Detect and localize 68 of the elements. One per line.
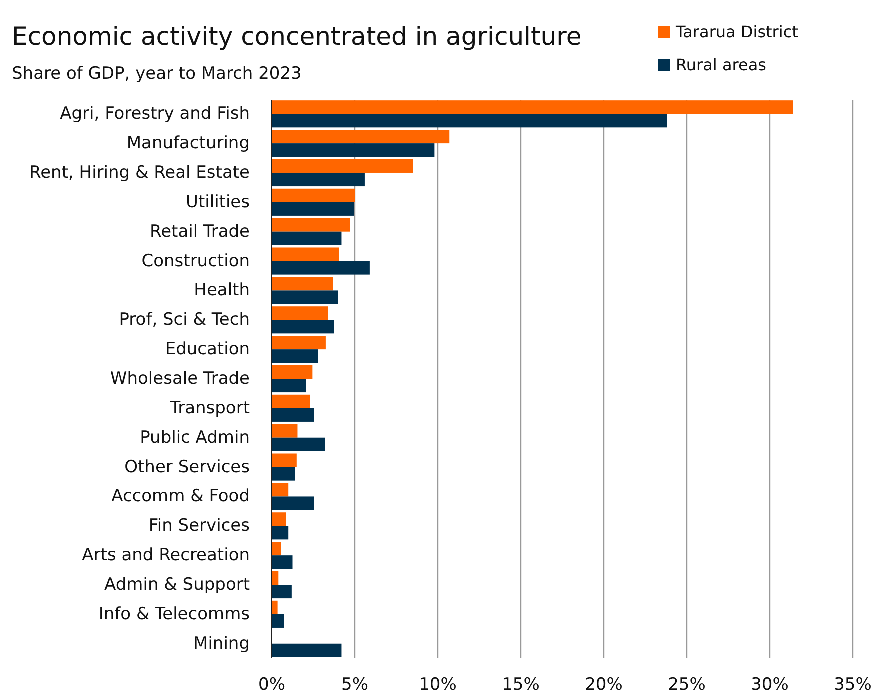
y-tick-label: Manufacturing <box>126 134 250 154</box>
x-tick-label: 15% <box>502 675 540 695</box>
y-tick-label: Transport <box>169 398 250 418</box>
bar <box>272 438 326 452</box>
y-tick-label: Utilities <box>186 192 250 212</box>
bar <box>272 571 279 586</box>
y-tick-label: Rent, Hiring & Real Estate <box>30 162 250 183</box>
x-tick-label: 20% <box>585 675 623 695</box>
bar <box>272 114 668 128</box>
bar <box>272 202 354 216</box>
bar <box>272 100 794 114</box>
y-tick-label: Fin Services <box>148 516 250 536</box>
y-tick-label: Accomm & Food <box>112 486 250 507</box>
bar <box>272 408 314 422</box>
bar <box>272 365 313 379</box>
bar <box>272 159 414 173</box>
x-tick-label: 10% <box>419 675 457 695</box>
bar <box>272 585 292 599</box>
bar <box>272 336 326 350</box>
bar <box>272 424 298 438</box>
bar <box>272 542 282 556</box>
bar <box>272 130 450 144</box>
bar <box>272 556 293 570</box>
bar <box>272 277 334 291</box>
bar <box>272 454 297 468</box>
y-tick-label: Retail Trade <box>150 222 250 242</box>
y-tick-label: Education <box>165 340 250 360</box>
bar <box>272 512 286 526</box>
bar <box>272 144 435 158</box>
y-tick-label: Public Admin <box>140 428 250 448</box>
bar <box>272 600 278 614</box>
bar <box>272 320 334 334</box>
x-tick-label: 5% <box>342 675 368 695</box>
bar <box>272 306 328 320</box>
x-tick-label: 30% <box>751 675 789 695</box>
bar <box>272 261 370 275</box>
chart-subtitle: Share of GDP, year to March 2023 <box>12 64 302 84</box>
legend-label: Rural areas <box>676 56 766 74</box>
chart-title: Economic activity concentrated in agriculture <box>12 22 582 51</box>
legend-label: Tararua District <box>675 22 798 42</box>
y-tick-label: Wholesale Trade <box>110 369 250 389</box>
y-tick-label: Agri, Forestry and Fish <box>60 104 250 124</box>
x-tick-label: 35% <box>834 675 872 695</box>
bar <box>272 526 289 540</box>
bar <box>272 290 338 304</box>
x-tick-label: 25% <box>668 675 706 695</box>
y-tick-label: Admin & Support <box>104 575 250 596</box>
bar <box>272 394 310 408</box>
bar <box>272 614 284 628</box>
bar <box>272 467 296 481</box>
y-tick-label: Arts and Recreation <box>82 546 250 566</box>
bar <box>272 232 342 246</box>
y-tick-label: Construction <box>142 251 250 272</box>
x-tick-label: 0% <box>258 675 286 695</box>
bar <box>272 379 306 393</box>
y-tick-label: Health <box>194 280 250 301</box>
y-tick-label: Mining <box>194 634 250 654</box>
y-tick-label: Info & Telecomms <box>98 604 250 624</box>
bar <box>272 644 342 658</box>
bar <box>272 188 355 202</box>
bar <box>272 218 350 232</box>
y-tick-label: Prof, Sci & Tech <box>119 310 250 330</box>
bar <box>272 172 365 187</box>
y-tick-label: Other Services <box>124 457 250 478</box>
bar <box>272 483 289 497</box>
bar <box>272 496 314 510</box>
bar <box>272 350 318 364</box>
bar <box>272 248 340 262</box>
